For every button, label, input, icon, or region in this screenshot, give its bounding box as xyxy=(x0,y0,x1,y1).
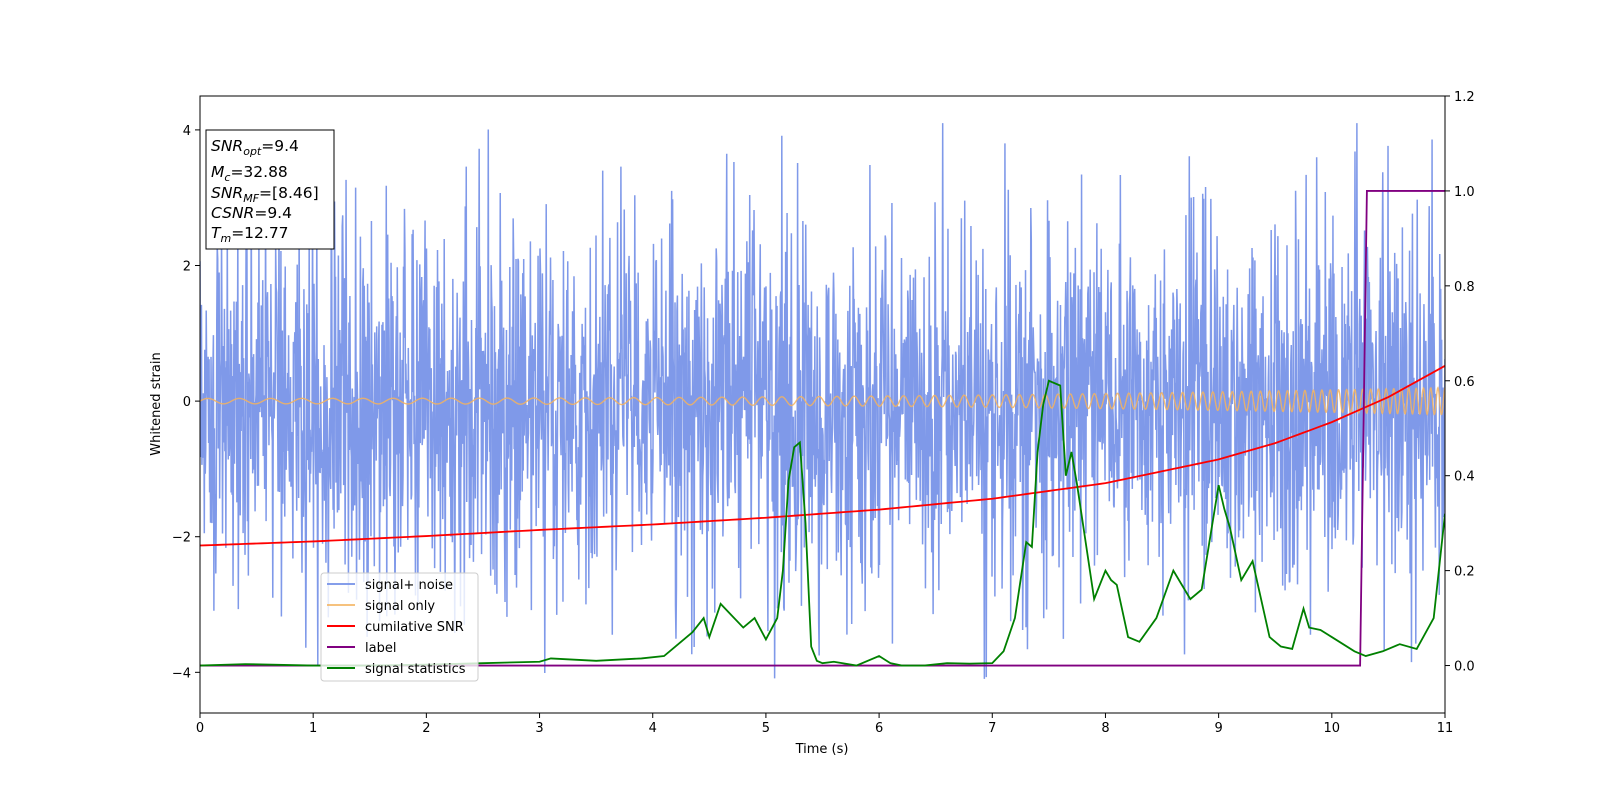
legend-label-signal-statistics: signal statistics xyxy=(365,662,466,677)
x-tick-label-5: 5 xyxy=(762,721,770,736)
legend-label-cumulative-snr: cumilative SNR xyxy=(365,620,464,635)
y2-tick-label-1: 0.2 xyxy=(1454,565,1475,580)
axis-layer: 0 1 2 3 4 5 6 7 8 9 10 11 −4 −2 0 2 4 0.0 0.2 0.4 0.6 0.8 1.0 1… xyxy=(172,90,1475,736)
x-tick-label-10: 10 xyxy=(1324,721,1341,736)
y2-tick-label-3: 0.6 xyxy=(1454,375,1475,390)
series-cumilative-snr xyxy=(200,365,1445,547)
y2-tick-label-4: 0.8 xyxy=(1454,280,1475,295)
series-layer xyxy=(200,123,1445,679)
y-tick-label-1: −2 xyxy=(172,531,191,546)
x-tick-label-11: 11 xyxy=(1437,721,1454,736)
x-tick-label-6: 6 xyxy=(875,721,883,736)
x-tick-label-9: 9 xyxy=(1214,721,1222,736)
x-tick-label-3: 3 xyxy=(535,721,543,736)
y2-tick-label-6: 1.2 xyxy=(1454,90,1475,105)
x-tick-label-8: 8 xyxy=(1101,721,1109,736)
x-axis-label: Time (s) xyxy=(795,742,849,757)
y-tick-label-4: 4 xyxy=(183,124,191,139)
y-tick-label-0: −4 xyxy=(172,666,191,681)
info-box: SNRopt=9.4 Mc=32.88 SNRMF=[8.46] CSNR=9.… xyxy=(205,129,335,250)
info-chirp-mass: Mc=32.88 xyxy=(211,163,288,184)
x-tick-label-4: 4 xyxy=(649,721,657,736)
info-tm: Tm=12.77 xyxy=(211,224,289,245)
x-tick-label-7: 7 xyxy=(988,721,996,736)
series-label xyxy=(200,190,1445,667)
series-signal-only xyxy=(200,386,1445,416)
plot-frame xyxy=(199,95,1446,714)
y-tick-label-3: 2 xyxy=(183,260,191,275)
series-signal-noise xyxy=(200,123,1445,679)
y2-tick-label-5: 1.0 xyxy=(1454,185,1475,200)
x-tick-label-0: 0 xyxy=(196,721,204,736)
x-tick-label-1: 1 xyxy=(309,721,317,736)
info-snr-opt: SNRopt=9.4 xyxy=(211,137,299,158)
y2-tick-label-2: 0.4 xyxy=(1454,470,1475,485)
y-tick-label-2: 0 xyxy=(183,395,191,410)
legend-label-label: label xyxy=(365,641,396,656)
series-signal-statistics xyxy=(200,379,1445,667)
info-box-frame xyxy=(205,129,335,250)
y2-tick-label-0: 0.0 xyxy=(1454,660,1475,675)
legend-label-signal-noise: signal+ noise xyxy=(365,578,453,593)
info-snr-mf: SNRMF=[8.46] xyxy=(211,184,319,205)
info-csnr: CSNR=9.4 xyxy=(211,204,292,222)
x-tick-label-2: 2 xyxy=(422,721,430,736)
y-axis-label: Whitened strain xyxy=(149,352,164,455)
legend-frame xyxy=(320,572,479,682)
legend: signal+ noise signal only cumilative SNR… xyxy=(320,572,479,682)
legend-label-signal-only: signal only xyxy=(365,599,435,614)
